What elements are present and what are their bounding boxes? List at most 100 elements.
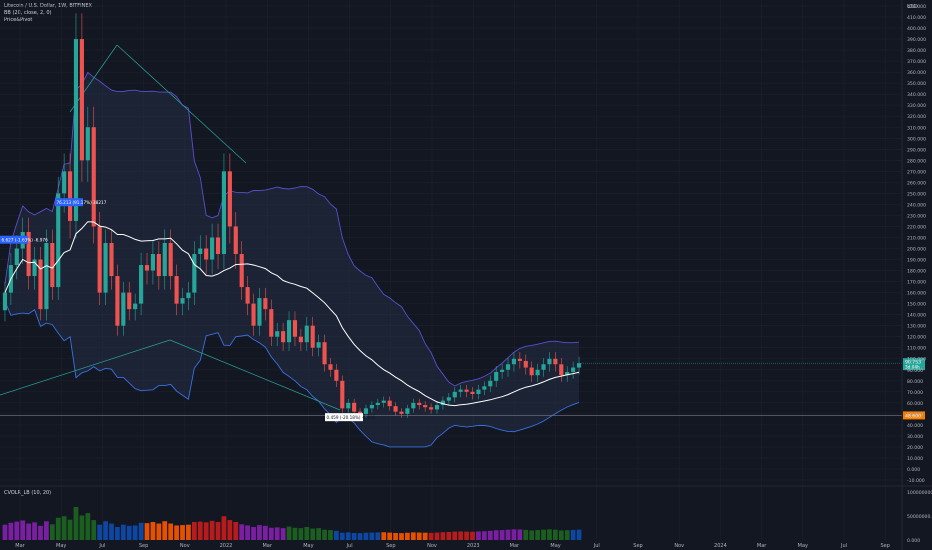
volume-tick-label: 100000000.000 [907,490,932,496]
candle-body [328,364,333,370]
candle-body [381,400,386,403]
legend-bb[interactable]: BB (20, close, 2, 0) [4,10,52,16]
y-tick-label: -10.000 [907,478,925,484]
volume-bar [221,516,227,540]
volume-bar [553,529,558,540]
volume-bar [464,531,469,540]
volume-bar [357,533,363,540]
candle-body [346,402,351,409]
volume-bar [452,531,458,540]
volume-bar [399,533,404,540]
annotation-label: 6.627 (-1.63%) -6.976 [2,237,49,242]
y-tick-label: 300.000 [907,136,926,142]
y-tick-label: 210.000 [907,235,926,241]
volume-bar [73,507,79,540]
y-tick-label: 130.000 [907,324,926,330]
candle-body [198,248,203,255]
volume-bar [493,530,499,540]
volume-bar [523,529,529,540]
candle-body [494,371,499,381]
candle-body [186,292,191,299]
volume-bar [476,531,481,540]
volume-bar [310,528,316,540]
candle-body [559,364,564,376]
annotation-bg [0,235,28,244]
candle-body [571,367,576,372]
legend-pivot[interactable]: Price&Pivot [4,17,33,23]
candle-body [470,391,475,395]
last-price-label: 90.753 [905,360,921,366]
trend-lines [0,44,341,411]
y-tick-label: 100.000 [907,357,926,363]
candle-body [482,386,487,390]
volume-bar [186,524,191,540]
volume-bar [132,525,138,540]
volume-bar [257,525,262,540]
volume-tick-label: 0.000 [907,538,920,544]
volume-bar [511,529,517,540]
candle-body [322,342,327,365]
y-tick-label: 220.000 [907,224,926,230]
candle-body [168,243,173,277]
volume-bar [120,524,126,540]
candle-body [440,400,445,406]
candle-body [505,364,511,370]
x-tick-label: May [798,543,808,549]
volume-bar [381,532,387,540]
volume-legend[interactable]: CVOLR_LB (10, 20) [4,490,52,496]
candle-body [423,405,428,408]
candle-body [387,400,392,407]
y-tick-label: 350.000 [907,81,926,87]
candle-body [298,336,303,343]
bb-fill [5,72,579,447]
candle-body [121,292,126,326]
candle-body [523,360,528,368]
y-tick-label: 190.000 [907,258,926,264]
candle-body [174,276,179,304]
volume-bar [405,532,410,540]
x-tick-label: Nov [674,543,684,549]
candle-body [263,298,268,310]
volume-bar [67,519,73,540]
volume-bar [499,530,505,540]
y-tick-label: 150.000 [907,302,926,308]
candle-body [511,358,517,365]
candle-body [109,243,114,277]
y-tick-label: 200.000 [907,247,926,253]
x-tick-label: Jul [593,543,600,549]
volume-bar [115,527,120,540]
volume-bar [191,522,197,540]
volume-bar [227,520,233,540]
candle-body [352,402,357,412]
y-tick-label: 90.000 [907,368,923,374]
y-tick-label: 360.000 [907,70,926,76]
candle-body [446,397,451,401]
level-label: 48.600 [905,413,921,419]
volume-bar [274,527,280,540]
volume-bar [55,517,61,540]
y-tick-label: 260.000 [907,180,926,186]
volume-bar [428,532,434,540]
candle-body [340,380,345,409]
volume-bar [197,521,203,540]
candle-body [405,408,410,414]
level-label-bg [903,411,925,420]
candle-body [553,358,558,365]
x-tick-label: May [303,543,313,549]
volume-bar [517,529,523,540]
volume-bar [233,522,239,540]
candle-body [127,292,132,310]
candle-body [517,358,522,361]
annotation-bg [55,198,83,207]
y-tick-label: 310.000 [907,125,926,131]
y-tick-label: 340.000 [907,92,926,98]
volume-bar [26,523,31,540]
volume-bar [529,530,535,540]
y-tick-label: 160.000 [907,291,926,297]
grid [0,0,902,540]
candle-body [500,369,505,372]
candle-body [393,406,398,412]
bb-lower-line [4,301,580,448]
